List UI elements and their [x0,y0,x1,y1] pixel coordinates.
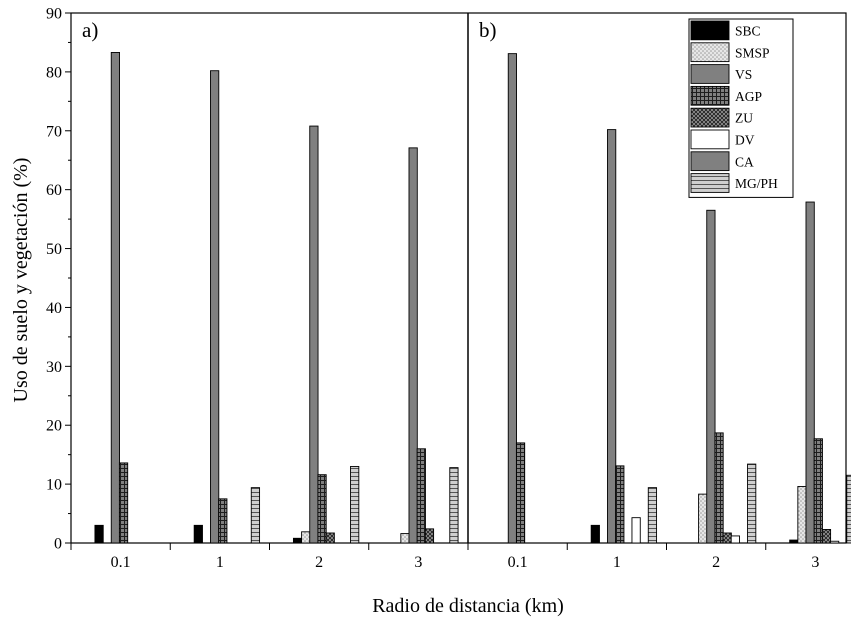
y-tick-label: 80 [46,64,62,81]
bar-vs [607,129,617,544]
bar-mg-ph [747,463,757,544]
x-tick-label: 1 [613,554,621,571]
bar-agp [416,448,426,544]
panel-label: a) [82,18,98,42]
legend-label: MG/PH [735,176,778,191]
legend-label: VS [735,67,752,82]
y-tick-label: 70 [46,123,62,140]
y-tick-label: 50 [46,241,62,258]
x-tick-label: 0.1 [111,554,131,571]
bar-agp [615,465,625,544]
x-tick-label: 2 [315,554,323,571]
bar-sbc [193,524,203,544]
bar-zu [424,528,435,544]
bar-mg-ph [350,465,360,544]
bar-smsp [698,493,708,544]
panel-label: b) [479,18,497,42]
x-tick-label: 2 [712,554,720,571]
bar-mg-ph [250,487,261,544]
x-tick-label: 3 [414,554,422,571]
x-tick-label: 0.1 [508,554,528,571]
bar-mg-ph [846,474,851,544]
bar-smsp [797,486,807,544]
bar-agp [118,462,129,544]
bar-smsp [301,531,311,544]
bar-dv [730,535,740,544]
y-tick-label: 30 [46,359,62,376]
bar-sbc [292,537,303,544]
bar-agp [515,442,526,544]
y-tick-label: 0 [54,536,62,553]
bar-vs [805,201,815,544]
bar-sbc [789,539,799,544]
bar-agp [813,438,823,544]
legend-swatch [690,85,730,106]
x-tick-label: 3 [811,554,819,571]
y-tick-label: 20 [46,418,62,435]
legend-swatch [690,42,730,63]
bar-vs [507,53,517,544]
bar-vs [110,52,120,544]
y-tick-label: 90 [46,6,62,23]
bar-vs [408,147,418,544]
bar-mg-ph [647,487,658,544]
bar-zu [821,529,832,544]
bar-dv [631,517,641,544]
legend-label: AGP [735,89,762,104]
bar-agp [317,474,327,544]
bar-agp [218,498,228,544]
legend-swatch [690,173,730,193]
bar-vs [309,125,319,544]
legend-label: SMSP [735,45,770,60]
bar-zu [325,532,335,544]
bar-sbc [590,524,600,544]
legend-swatch [690,107,730,128]
y-axis-title: Uso de suelo y vegetación (%) [10,158,32,403]
bar-agp [714,432,724,544]
bar-vs [706,209,716,544]
bar-sbc [94,524,104,544]
bar-mg-ph [449,467,459,544]
plot-area: 0 10 20 30 40 50 60 70 80 90 a) 0.1 1 2 3 b) 0.1 1 2 3 [46,6,851,571]
bar-dv [830,540,840,544]
bar-vs [210,70,220,544]
legend-swatch [690,129,730,150]
x-tick-label: 1 [216,554,224,571]
legend-label: CA [735,154,754,169]
legend-swatch [690,20,730,41]
legend-swatch [690,64,730,84]
legend-label: SBC [735,24,761,39]
legend: SBC SMSP VS AGP ZU DV CA MG/PH [688,18,794,198]
y-tick-label: 40 [46,300,62,317]
bar-zu [722,532,732,544]
legend-swatch [690,151,730,172]
y-tick-label: 60 [46,182,62,199]
legend-label: DV [735,133,755,148]
legend-label: ZU [735,111,753,126]
x-axis-title: Radio de distancia (km) [372,595,564,617]
y-tick-label: 10 [46,477,62,494]
bar-smsp [400,533,410,544]
